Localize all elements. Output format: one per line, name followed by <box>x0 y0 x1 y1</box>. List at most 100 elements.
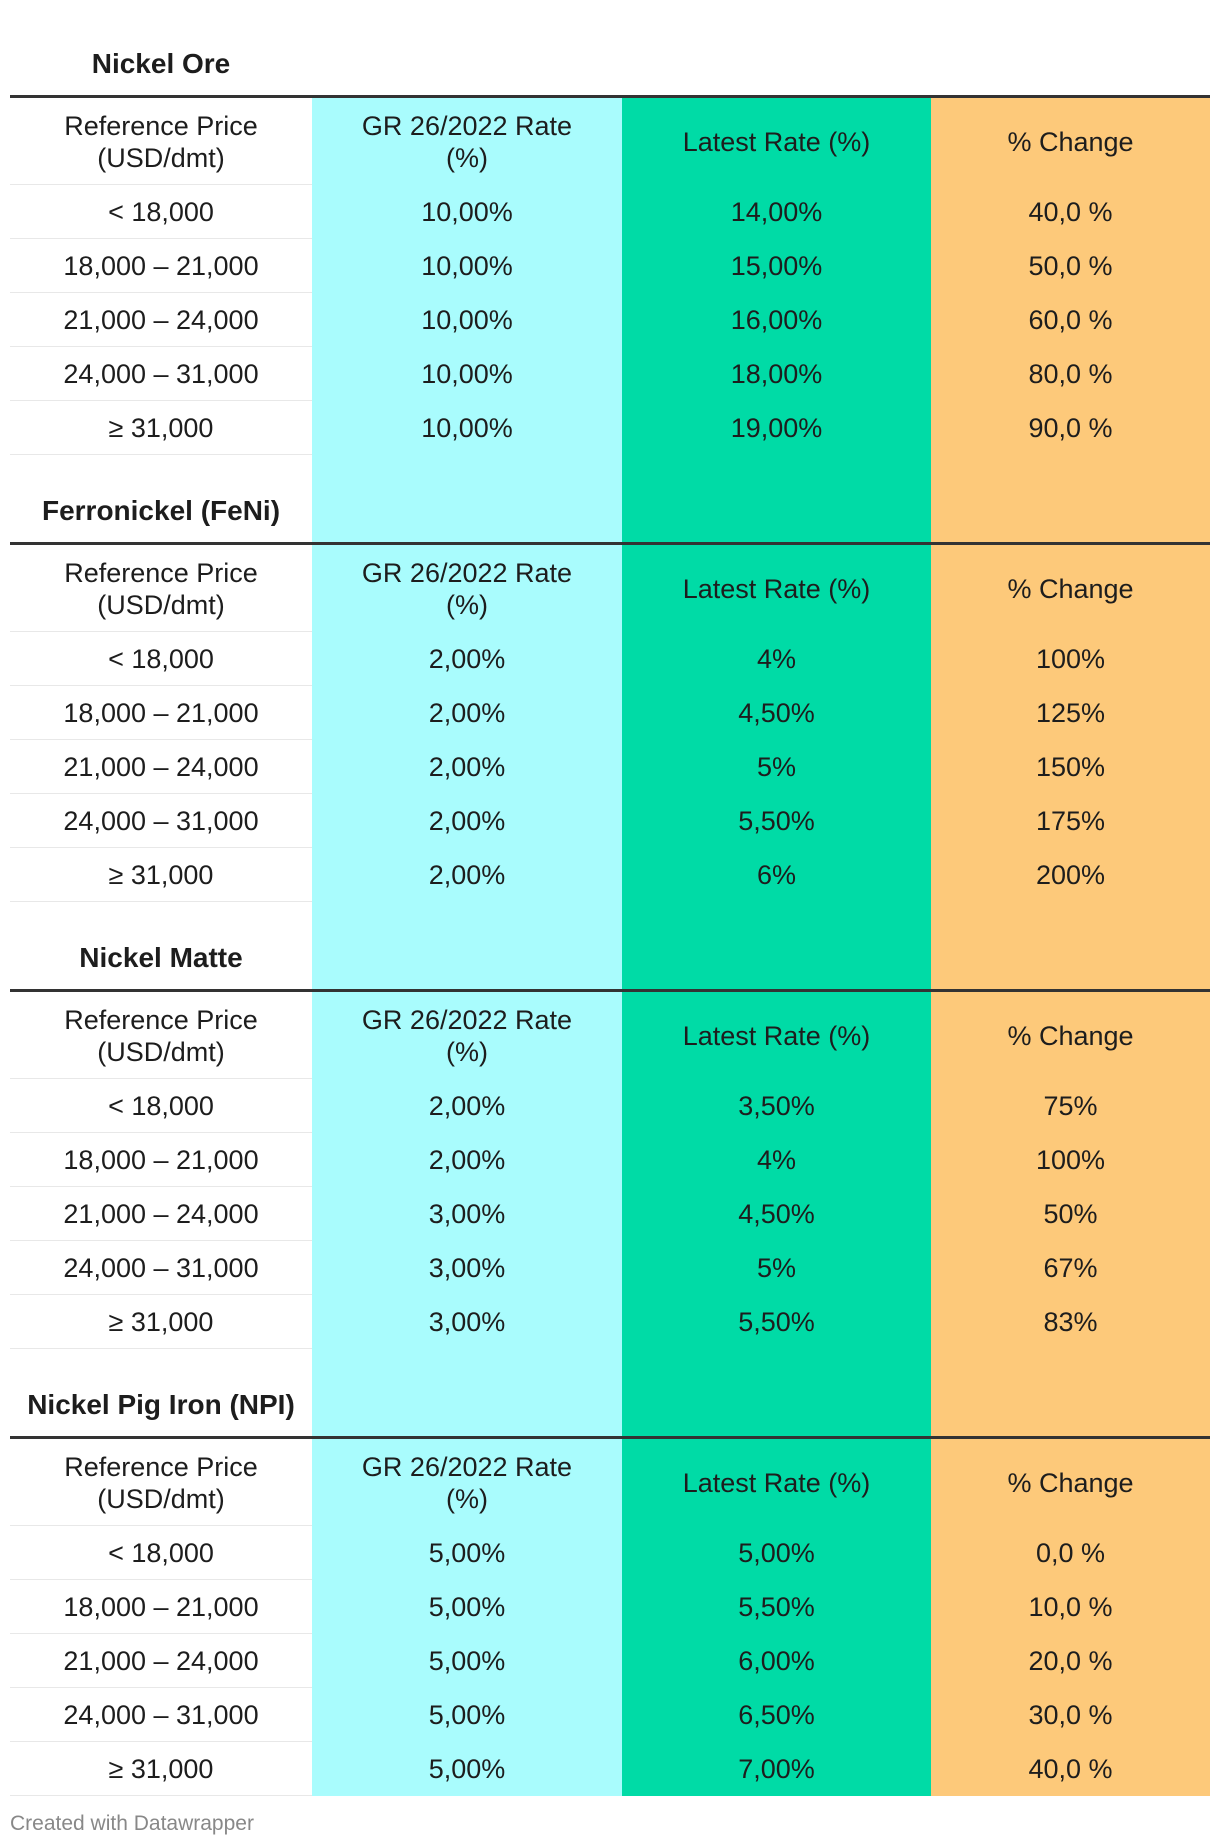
title-spacer-cell <box>931 30 1210 98</box>
row-separator <box>10 901 312 902</box>
column-header-row: Reference Price (USD/dmt) GR 26/2022 Rate(… <box>10 1439 1210 1526</box>
row-separator <box>10 184 312 185</box>
section-title: Nickel Matte <box>10 924 312 992</box>
gr-rate-cell: 5,00% <box>312 1634 622 1688</box>
spacer-cell <box>622 902 931 924</box>
spacer-cell <box>622 455 931 477</box>
gr-rate-cell: 5,00% <box>312 1580 622 1634</box>
table-row: 24,000 – 31,000 3,00% 5% 67% <box>10 1241 1210 1295</box>
change-cell: 90,0 % <box>931 401 1210 455</box>
latest-rate-cell: 4,50% <box>622 1187 931 1241</box>
latest-rate-cell: 5,50% <box>622 1295 931 1349</box>
change-cell: 100% <box>931 1133 1210 1187</box>
gr-rate-cell: 2,00% <box>312 1079 622 1133</box>
table-row: ≥ 31,000 2,00% 6% 200% <box>10 848 1210 902</box>
gr-rate-cell: 10,00% <box>312 239 622 293</box>
reference-price-cell: ≥ 31,000 <box>10 1742 312 1796</box>
row-separator <box>10 400 312 401</box>
row-separator <box>10 292 312 293</box>
spacer-cell <box>10 455 312 477</box>
title-spacer-cell <box>622 30 931 98</box>
gr-rate-cell: 2,00% <box>312 848 622 902</box>
section-title-row: Nickel Matte <box>10 924 1210 992</box>
column-header-reference-price: Reference Price (USD/dmt) <box>10 1439 312 1526</box>
title-spacer-cell <box>312 1371 622 1439</box>
gr-rate-cell: 3,00% <box>312 1295 622 1349</box>
table-row: 21,000 – 24,000 10,00% 16,00% 60,0 % <box>10 293 1210 347</box>
table-row: ≥ 31,000 10,00% 19,00% 90,0 % <box>10 401 1210 455</box>
change-cell: 125% <box>931 686 1210 740</box>
change-cell: 40,0 % <box>931 185 1210 239</box>
section-rule <box>10 542 1210 545</box>
table-row: 18,000 – 21,000 2,00% 4% 100% <box>10 1133 1210 1187</box>
row-separator <box>10 1525 312 1526</box>
reference-price-cell: 21,000 – 24,000 <box>10 1187 312 1241</box>
table-row: < 18,000 2,00% 4% 100% <box>10 632 1210 686</box>
change-cell: 40,0 % <box>931 1742 1210 1796</box>
row-separator <box>10 793 312 794</box>
row-separator <box>10 631 312 632</box>
spacer-cell <box>931 455 1210 477</box>
column-header-reference-price: Reference Price (USD/dmt) <box>10 992 312 1079</box>
gr-rate-cell: 5,00% <box>312 1526 622 1580</box>
spacer-cell <box>931 1349 1210 1371</box>
row-separator <box>10 1240 312 1241</box>
change-cell: 150% <box>931 740 1210 794</box>
spacer-cell <box>312 902 622 924</box>
column-header-gr-rate: GR 26/2022 Rate (%) <box>312 545 622 632</box>
row-separator <box>10 238 312 239</box>
change-cell: 100% <box>931 632 1210 686</box>
change-cell: 60,0 % <box>931 293 1210 347</box>
table-row: 24,000 – 31,000 2,00% 5,50% 175% <box>10 794 1210 848</box>
reference-price-cell: 18,000 – 21,000 <box>10 1580 312 1634</box>
table-row: ≥ 31,000 5,00% 7,00% 40,0 % <box>10 1742 1210 1796</box>
table-row: 18,000 – 21,000 5,00% 5,50% 10,0 % <box>10 1580 1210 1634</box>
column-header-latest-rate: Latest Rate (%) <box>622 545 931 632</box>
latest-rate-cell: 4% <box>622 1133 931 1187</box>
row-separator <box>10 1294 312 1295</box>
reference-price-cell: ≥ 31,000 <box>10 848 312 902</box>
latest-rate-cell: 4% <box>622 632 931 686</box>
reference-price-cell: 21,000 – 24,000 <box>10 740 312 794</box>
change-cell: 0,0 % <box>931 1526 1210 1580</box>
table-row: < 18,000 5,00% 5,00% 0,0 % <box>10 1526 1210 1580</box>
row-separator <box>10 1348 312 1349</box>
latest-rate-cell: 18,00% <box>622 347 931 401</box>
reference-price-cell: 21,000 – 24,000 <box>10 1634 312 1688</box>
table-row: < 18,000 2,00% 3,50% 75% <box>10 1079 1210 1133</box>
gr-rate-cell: 10,00% <box>312 185 622 239</box>
footer-credit[interactable]: Created with Datawrapper <box>10 1812 254 1835</box>
latest-rate-cell: 16,00% <box>622 293 931 347</box>
column-header-reference-price: Reference Price (USD/dmt) <box>10 98 312 185</box>
table-row: 24,000 – 31,000 10,00% 18,00% 80,0 % <box>10 347 1210 401</box>
row-separator <box>10 685 312 686</box>
column-header-change: % Change <box>931 545 1210 632</box>
title-spacer-cell <box>312 477 622 545</box>
gr-rate-cell: 3,00% <box>312 1241 622 1295</box>
section-spacer <box>10 902 1210 924</box>
column-header-gr-rate: GR 26/2022 Rate (%) <box>312 992 622 1079</box>
reference-price-cell: 21,000 – 24,000 <box>10 293 312 347</box>
gr-rate-cell: 2,00% <box>312 740 622 794</box>
title-spacer-cell <box>931 1371 1210 1439</box>
reference-price-cell: 18,000 – 21,000 <box>10 239 312 293</box>
gr-rate-cell: 5,00% <box>312 1688 622 1742</box>
table-row: 24,000 – 31,000 5,00% 6,50% 30,0 % <box>10 1688 1210 1742</box>
row-separator <box>10 1579 312 1580</box>
latest-rate-cell: 5% <box>622 740 931 794</box>
table-row: 21,000 – 24,000 5,00% 6,00% 20,0 % <box>10 1634 1210 1688</box>
column-header-change: % Change <box>931 992 1210 1079</box>
column-header-gr-rate: GR 26/2022 Rate (%) <box>312 98 622 185</box>
change-cell: 80,0 % <box>931 347 1210 401</box>
latest-rate-cell: 4,50% <box>622 686 931 740</box>
gr-rate-cell: 10,00% <box>312 347 622 401</box>
column-header-row: Reference Price (USD/dmt) GR 26/2022 Rate(… <box>10 98 1210 185</box>
section-title-row: Ferronickel (FeNi) <box>10 477 1210 545</box>
row-separator <box>10 346 312 347</box>
change-cell: 83% <box>931 1295 1210 1349</box>
spacer-cell <box>931 902 1210 924</box>
section-spacer <box>10 455 1210 477</box>
spacer-cell <box>312 1349 622 1371</box>
column-header-row: Reference Price (USD/dmt) GR 26/2022 Rate(… <box>10 992 1210 1079</box>
column-header-reference-price: Reference Price (USD/dmt) <box>10 545 312 632</box>
